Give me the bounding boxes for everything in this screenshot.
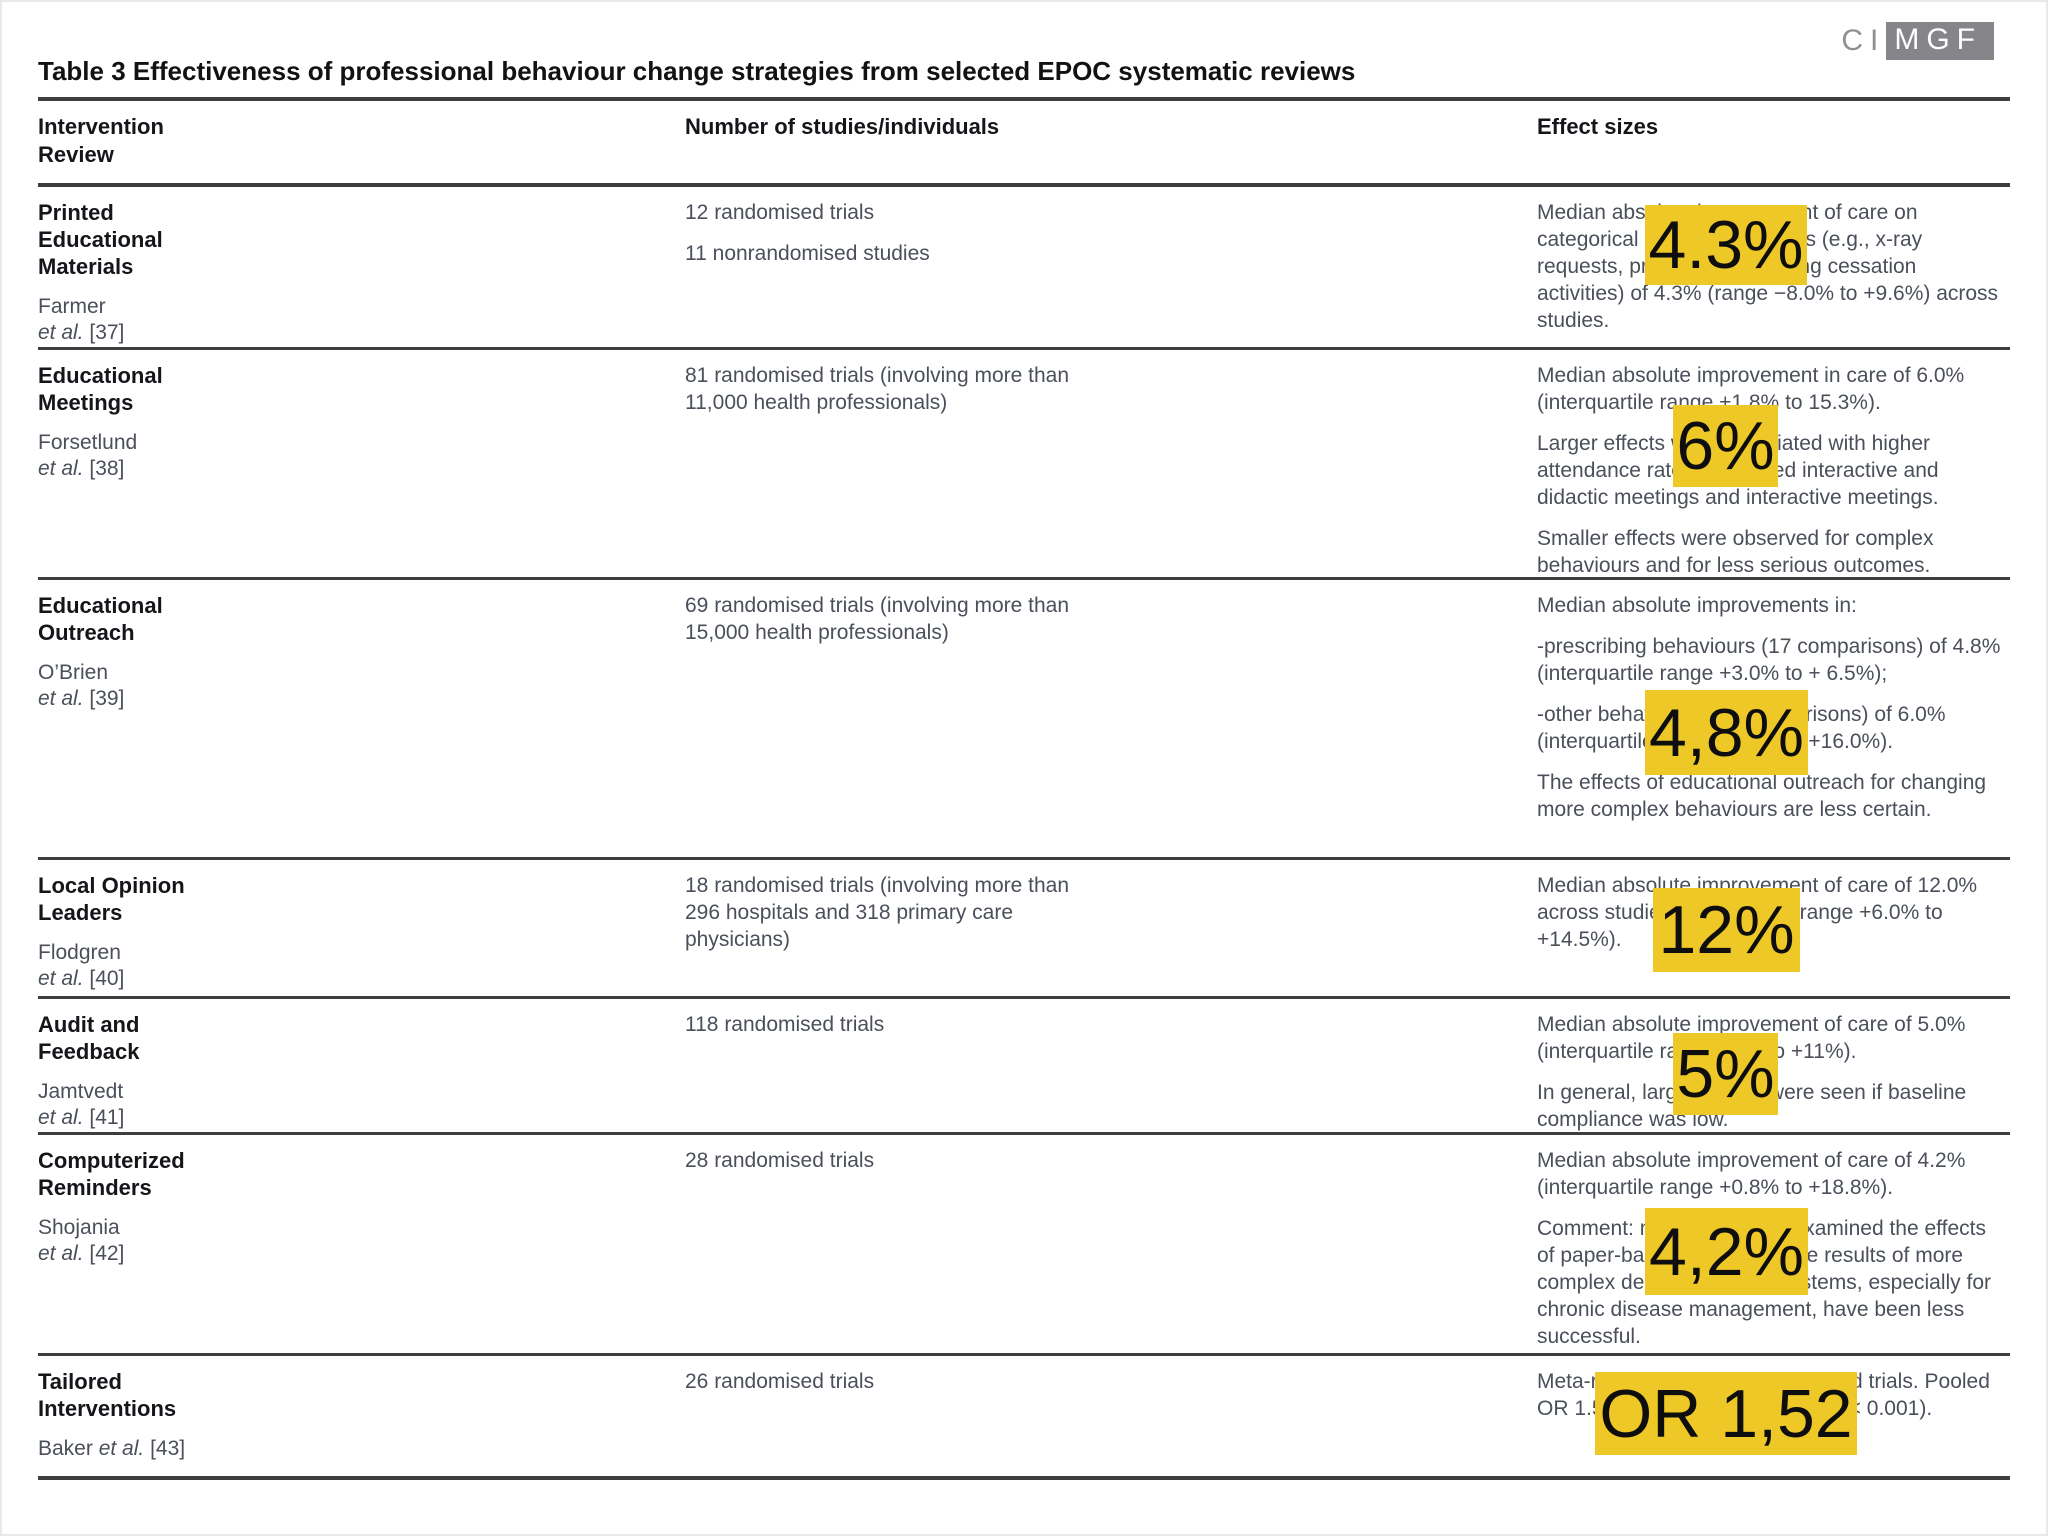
- table-title: Table 3 Effectiveness of professional be…: [38, 56, 1356, 86]
- review-authors: Forsetlund et al. [38]: [38, 431, 138, 480]
- studies-text: 12 randomised trials: [685, 201, 875, 224]
- studies-text: 18 randomised trials (involving more tha…: [685, 874, 1070, 951]
- intervention-name: Educational Outreach: [38, 593, 163, 645]
- studies-text: 69 randomised trials (involving more tha…: [685, 594, 1070, 644]
- review-authors: Jamtvedt et al. [41]: [38, 1080, 125, 1129]
- studies-text: 11 nonrandomised studies: [685, 242, 930, 265]
- cimgf-logo: CI MGF: [1841, 22, 1994, 60]
- highlight-annotation: 4,2%: [1645, 1208, 1808, 1295]
- intervention-name: Printed Educational Materials: [38, 200, 163, 279]
- highlight-annotation: OR 1,52: [1595, 1372, 1857, 1455]
- effect-size-text: -prescribing behaviours (17 comparisons)…: [1537, 635, 2001, 685]
- highlight-annotation: 4,8%: [1645, 690, 1808, 775]
- table-row-educational-meetings: Educational Meetings Forsetlund et al. […: [38, 350, 2010, 580]
- table-header-row: Intervention Review Number of studies/in…: [38, 101, 2010, 187]
- logo-boxed-text: MGF: [1886, 22, 1994, 60]
- highlight-annotation: 5%: [1673, 1033, 1778, 1115]
- highlight-annotation: 4.3%: [1645, 205, 1807, 285]
- studies-text: 81 randomised trials (involving more tha…: [685, 364, 1070, 414]
- column-header-studies: Number of studies/individuals: [685, 114, 1000, 139]
- intervention-name: Computerized Reminders: [38, 1148, 185, 1200]
- studies-text: 118 randomised trials: [685, 1013, 885, 1036]
- column-header-intervention: Intervention Review: [38, 114, 164, 167]
- effect-size-text: Median absolute improvement of care of 1…: [1537, 874, 1978, 951]
- studies-text: 26 randomised trials: [685, 1370, 875, 1393]
- review-authors: Baker et al. [43]: [38, 1437, 186, 1460]
- effect-size-text: Smaller effects were observed for comple…: [1537, 527, 1934, 577]
- review-authors: Farmer et al. [37]: [38, 295, 125, 344]
- intervention-name: Local Opinion Leaders: [38, 873, 185, 925]
- effect-size-text: The effects of educational outreach for …: [1537, 771, 1987, 821]
- highlight-annotation: 6%: [1673, 405, 1778, 487]
- epoc-table: Intervention Review Number of studies/in…: [38, 97, 2010, 1480]
- effect-size-text: Median absolute improvement of care on c…: [1537, 201, 1999, 332]
- effect-size-text: Median absolute improvement of care of 4…: [1537, 1149, 1966, 1199]
- review-authors: O’Brien et al. [39]: [38, 661, 125, 710]
- studies-text: 28 randomised trials: [685, 1149, 875, 1172]
- table-row-computerized-reminders: Computerized Reminders Shojania et al. […: [38, 1135, 2010, 1356]
- effect-size-text: Median absolute improvement in care of 6…: [1537, 364, 1965, 414]
- table-row-printed-educational-materials: Printed Educational Materials Farmer et …: [38, 187, 2010, 350]
- highlight-annotation: 12%: [1653, 888, 1800, 972]
- intervention-name: Tailored Interventions: [38, 1369, 177, 1421]
- effect-size-text: Median absolute improvements in:: [1537, 594, 1857, 617]
- review-authors: Flodgren et al. [40]: [38, 941, 125, 990]
- logo-prefix: CI: [1841, 24, 1886, 57]
- intervention-name: Educational Meetings: [38, 363, 163, 415]
- intervention-name: Audit and Feedback: [38, 1012, 140, 1064]
- review-authors: Shojania et al. [42]: [38, 1216, 125, 1265]
- table-row-local-opinion-leaders: Local Opinion Leaders Flodgren et al. [4…: [38, 860, 2010, 999]
- column-header-effects: Effect sizes: [1537, 114, 1659, 139]
- effect-size-text: Comment: most trials have examined the e…: [1537, 1217, 1992, 1348]
